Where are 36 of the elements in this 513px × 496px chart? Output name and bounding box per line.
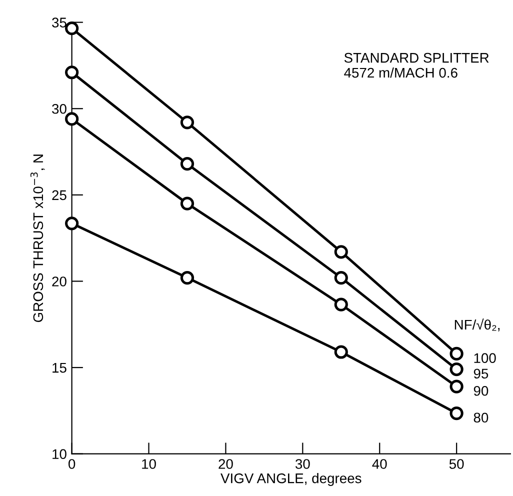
x-axis-title: VIGV ANGLE, degrees (220, 473, 362, 486)
point (334, 345, 348, 359)
point (334, 245, 348, 259)
x-tick-label: 0 (68, 459, 76, 469)
point (180, 270, 194, 285)
point (334, 298, 348, 312)
y-tick-label: 25 (52, 190, 66, 200)
series-label: 90 (474, 386, 488, 396)
point (450, 346, 464, 361)
y-tick-label: 15 (52, 363, 66, 373)
point (65, 216, 79, 230)
point (65, 66, 79, 80)
y-tick-label: 30 (52, 104, 66, 114)
series-label: 95 (474, 368, 488, 379)
y-tick-label: 10 (52, 449, 66, 460)
point (180, 157, 194, 171)
point (450, 406, 464, 420)
point (450, 362, 464, 376)
y-tick-label: 35 (52, 18, 66, 28)
point (180, 116, 194, 130)
y-axis-title: GROSS THRUST x10$^{−3}$, N (30, 154, 45, 322)
point (334, 270, 348, 285)
legend-title: NF/√θ₂, (454, 318, 500, 332)
x-tick-label: 50 (449, 459, 464, 469)
x-tick-label: 10 (142, 459, 156, 469)
series-label: 80 (474, 412, 488, 423)
point (180, 196, 194, 210)
x-tick-label: 20 (218, 459, 233, 469)
x-tick-label: 30 (295, 459, 310, 469)
series-label: 100 (474, 353, 496, 364)
point (65, 112, 79, 126)
annotation: STANDARD SPLITTER 4572 m/MACH 0.6 (344, 52, 489, 78)
point (450, 380, 464, 394)
x-tick-label: 40 (372, 459, 387, 469)
y-tick-label: 20 (52, 276, 66, 286)
point (65, 22, 79, 36)
